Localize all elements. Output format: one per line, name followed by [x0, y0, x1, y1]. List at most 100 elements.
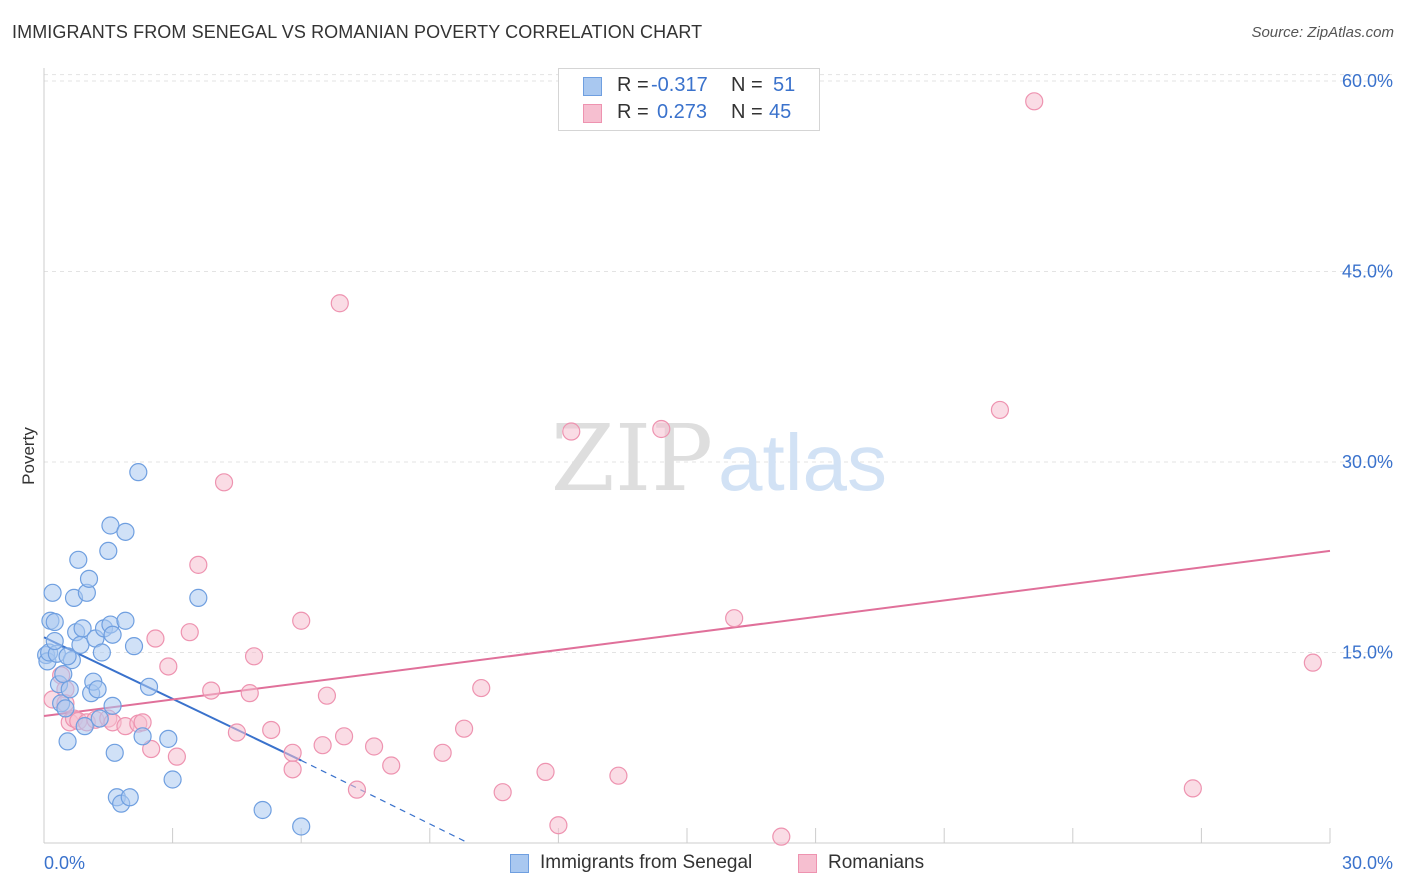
romanians-point [283, 760, 302, 779]
romanians-point [1183, 779, 1202, 798]
senegal-point [159, 729, 178, 748]
y-tick-label: 45.0% [1342, 262, 1393, 282]
correlation-legend: R = -0.317 N = 51 R = 0.273 N = 45 [558, 68, 820, 131]
romanians-point [334, 727, 354, 746]
romanians-point [214, 473, 234, 492]
romanians-point [609, 766, 628, 785]
y-tick-label: 30.0% [1342, 452, 1393, 472]
chart-title: IMMIGRANTS FROM SENEGAL VS ROMANIAN POVE… [12, 22, 703, 42]
r-value: 0.273 [657, 101, 708, 123]
romanians-point [240, 684, 259, 703]
romanians-point [536, 762, 555, 781]
senegal-point [116, 522, 135, 541]
senegal-point [139, 677, 159, 696]
romanians-point [330, 294, 349, 313]
source-label: Source: ZipAtlas.com [1251, 24, 1394, 41]
n-value: 51 [773, 74, 796, 96]
senegal-point [79, 569, 99, 588]
r-label: R = [617, 101, 649, 123]
senegal-point [103, 625, 122, 644]
senegal-point [73, 619, 92, 638]
senegal-point [58, 732, 77, 751]
romanians-swatch [798, 854, 817, 873]
senegal-point [124, 637, 144, 656]
romanians-point [313, 736, 332, 755]
romanians-point [549, 816, 568, 835]
senegal-point [103, 696, 122, 715]
romanians-point [472, 678, 491, 698]
senegal-point [105, 743, 124, 762]
romanians-point [454, 719, 474, 738]
romanians-point [146, 629, 165, 648]
romanians-point [652, 419, 671, 439]
romanians-point [725, 609, 744, 628]
romanians-point [202, 681, 221, 700]
romanians-point [262, 720, 281, 740]
senegal-point [75, 717, 94, 736]
romanians-point [180, 623, 199, 642]
y-tick-label: 60.0% [1342, 71, 1393, 91]
romanians-point [347, 780, 367, 799]
senegal-point [88, 680, 107, 699]
senegal-swatch [583, 77, 602, 96]
romanians-point [244, 647, 264, 666]
grid-lines [44, 74, 1395, 653]
senegal-point [92, 643, 111, 662]
x-tick-label: 0.0% [44, 853, 85, 873]
senegal-legend-label: Immigrants from Senegal [540, 852, 753, 873]
y-tick-label: 15.0% [1342, 643, 1393, 663]
senegal-point [45, 631, 64, 651]
senegal-point [133, 727, 152, 746]
romanians-point [317, 686, 337, 705]
trend-lines [43, 549, 1331, 844]
senegal-point [163, 770, 182, 789]
senegal-trend-extension [300, 759, 469, 844]
tick-labels: 15.0% 30.0% 45.0% 60.0% 0.0% 30.0% [44, 71, 1393, 873]
r-label: R = [617, 74, 649, 96]
senegal-point [129, 463, 148, 482]
romanians-point [493, 783, 512, 802]
romanians-point [433, 743, 452, 762]
romanians-trend-line [43, 549, 1331, 717]
watermark-zip: ZIP [551, 405, 713, 512]
romanians-point [562, 422, 581, 441]
romanians-point [189, 555, 208, 574]
romanians-point [1025, 92, 1044, 111]
senegal-point [45, 612, 64, 632]
senegal-point [90, 709, 109, 728]
senegal-point [99, 541, 118, 561]
romanians-legend-label: Romanians [828, 852, 925, 873]
zipatlas-watermark: ZIP atlas [551, 405, 887, 512]
romanians-swatch [583, 104, 602, 123]
romanians-point [227, 723, 246, 742]
romanians-point [283, 743, 302, 762]
data-points [37, 92, 1322, 846]
senegal-point [56, 699, 75, 718]
senegal-point [69, 550, 88, 569]
romanians-point [990, 400, 1010, 420]
romanians-point [364, 737, 384, 756]
x-tick-label: 30.0% [1342, 853, 1393, 873]
senegal-point [116, 611, 135, 630]
senegal-point [58, 647, 77, 666]
romanians-point [382, 756, 401, 775]
n-value: 45 [769, 101, 792, 123]
romanians-point [167, 747, 186, 766]
romanians-point [772, 827, 791, 846]
senegal-point [43, 583, 62, 602]
romanians-point [159, 657, 178, 676]
senegal-point [292, 817, 311, 836]
y-axis-label: Poverty [19, 427, 38, 485]
n-label: N = [731, 74, 763, 96]
romanians-point [142, 739, 161, 759]
romanians-point [292, 611, 311, 630]
senegal-point [120, 788, 139, 807]
romanians-point [1303, 653, 1322, 672]
senegal-point [54, 664, 73, 684]
senegal-point [189, 588, 208, 607]
senegal-point [253, 800, 272, 820]
watermark-atlas: atlas [718, 418, 887, 507]
senegal-point [60, 680, 79, 699]
senegal-swatch [510, 854, 529, 873]
